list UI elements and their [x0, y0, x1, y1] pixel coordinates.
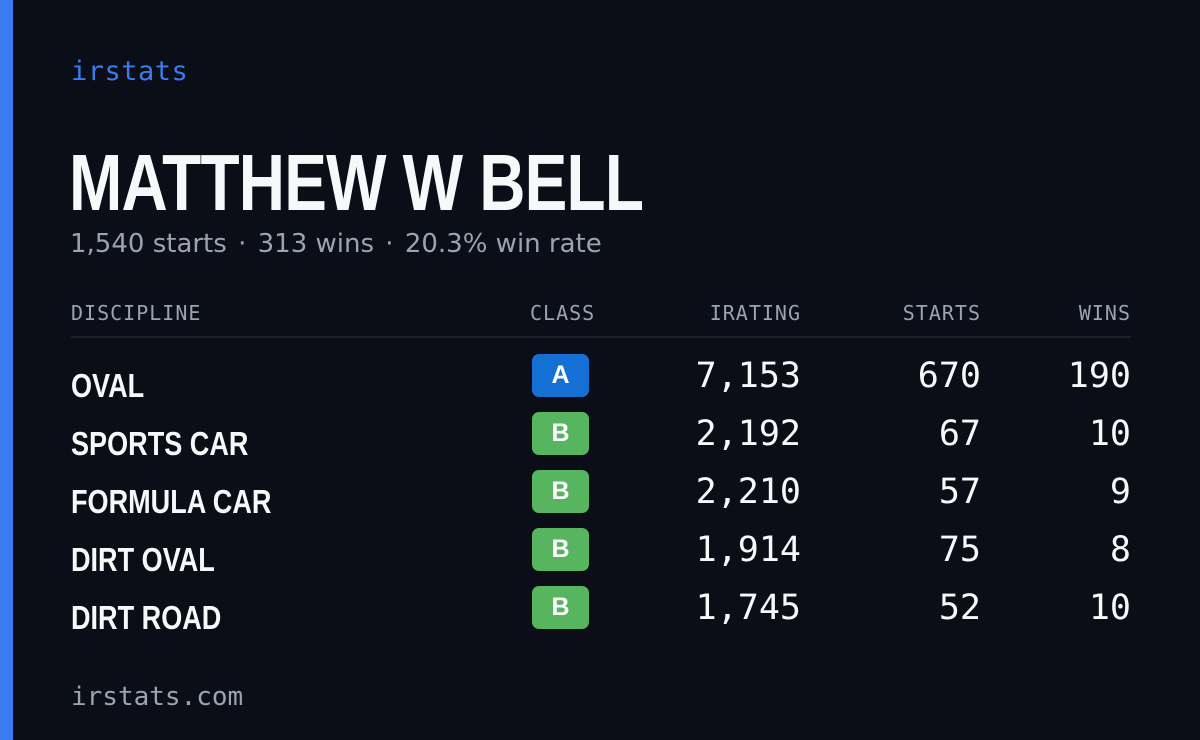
starts-value: 52	[938, 588, 981, 628]
discipline-name: DIRT ROAD	[71, 599, 222, 636]
discipline-table: DISCIPLINE CLASS IRATING STARTS WINS OVA…	[71, 296, 1131, 644]
starts-value: 57	[938, 472, 981, 512]
starts-value: 670	[917, 356, 981, 396]
wins-value: 9	[1109, 472, 1131, 512]
table-row: DIRT ROAD B 1,745 52 10	[71, 586, 1131, 644]
class-badge: B	[532, 412, 589, 455]
class-badge: B	[532, 470, 589, 513]
discipline-name: DIRT OVAL	[71, 541, 215, 578]
brand-logo[interactable]: irstats	[71, 56, 189, 87]
starts-value: 75	[938, 530, 981, 570]
discipline-name: FORMULA CAR	[71, 483, 272, 520]
table-header: DISCIPLINE CLASS IRATING STARTS WINS	[71, 296, 1131, 338]
total-wins: 313 wins	[257, 229, 375, 259]
table-body: OVAL A 7,153 670 190 SPORTS CAR B 2,192 …	[71, 354, 1131, 644]
wins-value: 190	[1067, 356, 1131, 396]
header-irating: IRATING	[709, 301, 801, 325]
table-row: FORMULA CAR B 2,210 57 9	[71, 470, 1131, 528]
header-starts: STARTS	[902, 301, 981, 325]
wins-value: 10	[1088, 414, 1131, 454]
table-row: SPORTS CAR B 2,192 67 10	[71, 412, 1131, 470]
summary-separator: ·	[238, 229, 247, 259]
irating-value: 2,192	[695, 414, 801, 454]
total-starts: 1,540 starts	[70, 229, 227, 259]
win-rate: 20.3% win rate	[404, 229, 602, 259]
wins-value: 10	[1088, 588, 1131, 628]
starts-value: 67	[938, 414, 981, 454]
driver-name: MATTHEW W BELL	[69, 138, 644, 227]
wins-value: 8	[1109, 530, 1131, 570]
discipline-name: SPORTS CAR	[71, 425, 249, 462]
discipline-name: OVAL	[71, 367, 145, 404]
header-wins: WINS	[1078, 301, 1131, 325]
irating-value: 2,210	[695, 472, 801, 512]
header-discipline: DISCIPLINE	[71, 301, 202, 325]
table-row: DIRT OVAL B 1,914 75 8	[71, 528, 1131, 586]
class-badge: B	[532, 528, 589, 571]
irating-value: 1,914	[695, 530, 801, 570]
class-badge: A	[532, 354, 589, 397]
class-badge: B	[532, 586, 589, 629]
summary-separator: ·	[385, 229, 394, 259]
irating-value: 1,745	[695, 588, 801, 628]
driver-summary: 1,540 starts · 313 wins · 20.3% win rate	[70, 226, 602, 262]
accent-bar	[0, 0, 13, 740]
irating-value: 7,153	[695, 356, 801, 396]
header-class: CLASS	[530, 301, 596, 325]
footer-url[interactable]: irstats.com	[71, 682, 244, 712]
table-row: OVAL A 7,153 670 190	[71, 354, 1131, 412]
